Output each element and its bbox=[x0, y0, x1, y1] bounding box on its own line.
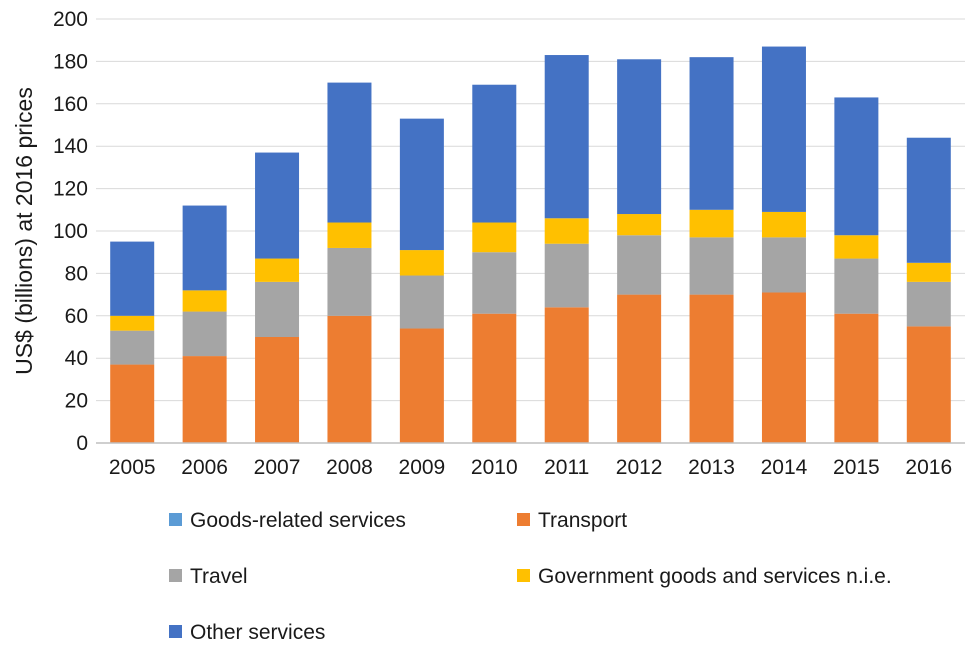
bar-segment bbox=[255, 337, 300, 443]
x-tick-label: 2009 bbox=[399, 456, 446, 479]
bar-segment bbox=[617, 214, 662, 236]
bar-segment bbox=[472, 222, 517, 253]
y-tick-label: 40 bbox=[65, 347, 88, 370]
legend-label: Other services bbox=[190, 621, 325, 644]
bar-segment bbox=[472, 84, 517, 223]
bar-segment bbox=[399, 118, 444, 251]
x-tick-label: 2012 bbox=[616, 456, 663, 479]
y-tick-label: 20 bbox=[65, 390, 88, 413]
gridlines bbox=[96, 18, 965, 402]
bar-segment bbox=[834, 235, 879, 259]
bar-segment bbox=[544, 307, 589, 443]
y-tick-label: 100 bbox=[53, 220, 88, 243]
bar-segment bbox=[399, 250, 444, 276]
bar-segment bbox=[182, 311, 227, 357]
bar-segment bbox=[617, 294, 662, 443]
bar-segment bbox=[761, 46, 806, 212]
legend-label: Goods-related services bbox=[190, 509, 406, 532]
bar-segment bbox=[689, 237, 734, 295]
x-tick-label: 2013 bbox=[688, 456, 735, 479]
bar-segment bbox=[834, 97, 879, 236]
bar-segment bbox=[399, 328, 444, 443]
bar-segment bbox=[110, 315, 155, 331]
y-tick-label: 180 bbox=[53, 50, 88, 73]
x-tick-label: 2006 bbox=[181, 456, 228, 479]
y-tick-label: 0 bbox=[76, 432, 88, 455]
legend-swatch bbox=[169, 625, 182, 638]
bar-segment bbox=[761, 292, 806, 443]
legend-swatch bbox=[169, 513, 182, 526]
bar-segment bbox=[255, 281, 300, 337]
bar-segment bbox=[182, 290, 227, 312]
legend: Goods-related services Transport Travel Gov… bbox=[169, 509, 892, 644]
bar-segment bbox=[617, 235, 662, 295]
bar-segment bbox=[689, 294, 734, 443]
bar-segment bbox=[255, 258, 300, 282]
bar-segment bbox=[182, 356, 227, 443]
bar-segment bbox=[327, 222, 372, 248]
x-tick-label: 2005 bbox=[109, 456, 156, 479]
bar-segment bbox=[906, 326, 951, 443]
bars bbox=[110, 46, 951, 443]
bar-segment bbox=[110, 330, 155, 365]
bar-segment bbox=[327, 247, 372, 316]
bar-segment bbox=[182, 205, 227, 291]
bar-segment bbox=[906, 262, 951, 282]
bar-segment bbox=[689, 209, 734, 238]
bar-segment bbox=[110, 364, 155, 443]
legend-label: Government goods and services n.i.e. bbox=[538, 565, 892, 588]
x-tick-label: 2010 bbox=[471, 456, 518, 479]
bar-segment bbox=[472, 252, 517, 314]
bar-segment bbox=[544, 218, 589, 244]
bar-segment bbox=[472, 313, 517, 443]
bar-segment bbox=[834, 313, 879, 443]
y-axis-title: US$ (billions) at 2016 prices bbox=[11, 87, 37, 375]
bar-segment bbox=[834, 258, 879, 314]
bar-segment bbox=[544, 55, 589, 219]
y-tick-label: 120 bbox=[53, 178, 88, 201]
bar-segment bbox=[617, 59, 662, 215]
bar-segment bbox=[761, 237, 806, 293]
x-tick-label: 2015 bbox=[833, 456, 880, 479]
x-tick-label: 2014 bbox=[761, 456, 808, 479]
legend-swatch bbox=[169, 569, 182, 582]
x-tick-label: 2008 bbox=[326, 456, 373, 479]
x-axis-ticks: 2005 2006 2007 2008 2009 2010 2011 2012 2013 2014… bbox=[109, 456, 952, 479]
y-tick-label: 140 bbox=[53, 135, 88, 158]
x-tick-label: 2011 bbox=[544, 456, 589, 479]
bar-segment bbox=[689, 57, 734, 210]
bar-segment bbox=[110, 241, 155, 316]
y-tick-label: 160 bbox=[53, 93, 88, 116]
bar-segment bbox=[544, 243, 589, 308]
bar-segment bbox=[327, 315, 372, 443]
bar-segment bbox=[255, 152, 300, 259]
y-tick-label: 200 bbox=[53, 8, 88, 31]
x-tick-label: 2016 bbox=[905, 456, 952, 479]
legend-label: Travel bbox=[190, 565, 248, 588]
y-tick-label: 80 bbox=[65, 262, 88, 285]
bar-segment bbox=[327, 82, 372, 223]
bar-segment bbox=[906, 281, 951, 327]
bar-segment bbox=[906, 137, 951, 263]
legend-label: Transport bbox=[538, 509, 627, 532]
bar-segment bbox=[761, 211, 806, 238]
y-axis-ticks: 0 20 40 60 80 100 120 140 160 180 200 bbox=[53, 8, 88, 455]
legend-swatch bbox=[517, 569, 530, 582]
legend-swatch bbox=[517, 513, 530, 526]
x-tick-label: 2007 bbox=[254, 456, 301, 479]
y-tick-label: 60 bbox=[65, 305, 88, 328]
bar-segment bbox=[399, 275, 444, 329]
